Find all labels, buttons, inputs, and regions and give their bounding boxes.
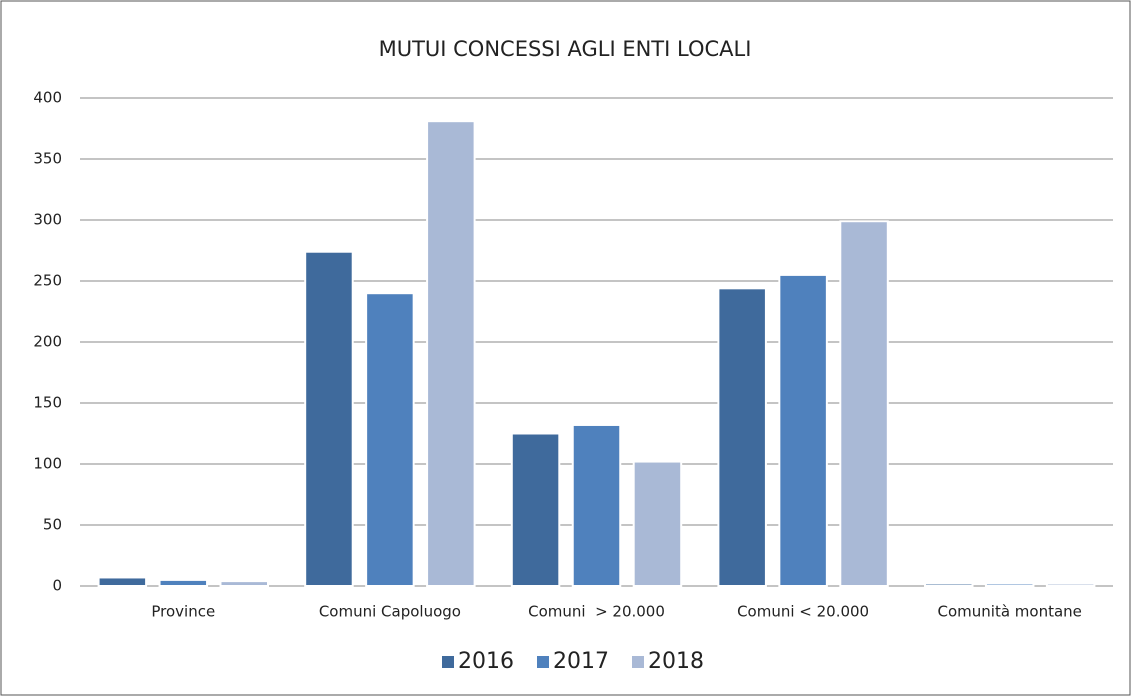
- bar: [984, 582, 1035, 587]
- y-tick-label: 50: [43, 516, 62, 534]
- bar: [158, 578, 209, 588]
- y-tick-label: 400: [33, 89, 62, 107]
- legend-label: 2018: [648, 649, 704, 674]
- x-tick-label: Comuni Capoluogo: [319, 603, 461, 621]
- bar: [426, 120, 476, 588]
- y-tick-label: 150: [33, 394, 62, 412]
- y-tick-label: 300: [33, 211, 62, 229]
- legend-swatch: [442, 656, 454, 668]
- bar: [717, 287, 767, 587]
- y-tick-label: 0: [52, 577, 62, 595]
- legend-swatch: [537, 656, 549, 668]
- y-tick-label: 250: [33, 272, 62, 290]
- bar: [1045, 582, 1096, 587]
- bar: [778, 273, 828, 587]
- bar: [304, 250, 354, 587]
- legend-swatch: [632, 656, 644, 668]
- x-tick-label: Comuni < 20.000: [737, 603, 869, 621]
- bar: [839, 220, 889, 587]
- bar: [365, 292, 415, 587]
- x-tick-label: Comuni > 20.000: [528, 603, 665, 621]
- x-tick-label: Comunità montane: [938, 603, 1082, 621]
- chart-title: MUTUI CONCESSI AGLI ENTI LOCALI: [379, 37, 752, 61]
- y-tick-label: 200: [33, 333, 62, 351]
- bar: [571, 423, 622, 587]
- bar: [632, 460, 683, 587]
- bar: [219, 580, 270, 587]
- bar: [510, 432, 561, 587]
- x-tick-label: Province: [151, 603, 215, 621]
- y-tick-label: 100: [33, 455, 62, 473]
- y-tick-label: 350: [33, 150, 62, 168]
- bar: [923, 582, 974, 587]
- legend-label: 2016: [458, 649, 514, 674]
- legend-label: 2017: [553, 649, 609, 674]
- bar: [97, 576, 148, 588]
